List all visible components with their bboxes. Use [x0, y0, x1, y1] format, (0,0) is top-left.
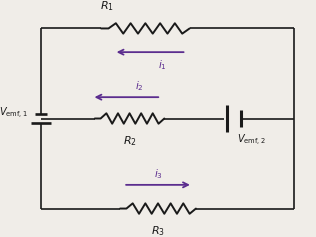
Text: $i_{3}$: $i_{3}$ [154, 167, 162, 181]
Text: $R_3$: $R_3$ [151, 224, 165, 237]
Text: $R_2$: $R_2$ [123, 134, 137, 148]
Text: $i_{2}$: $i_{2}$ [135, 80, 143, 93]
Text: $R_1$: $R_1$ [100, 0, 114, 13]
Text: $V_{\mathrm{emf,2}}$: $V_{\mathrm{emf,2}}$ [237, 133, 266, 148]
Text: $V_{\mathrm{emf,1}}$: $V_{\mathrm{emf,1}}$ [0, 106, 28, 121]
Text: $i_{1}$: $i_{1}$ [158, 58, 167, 72]
